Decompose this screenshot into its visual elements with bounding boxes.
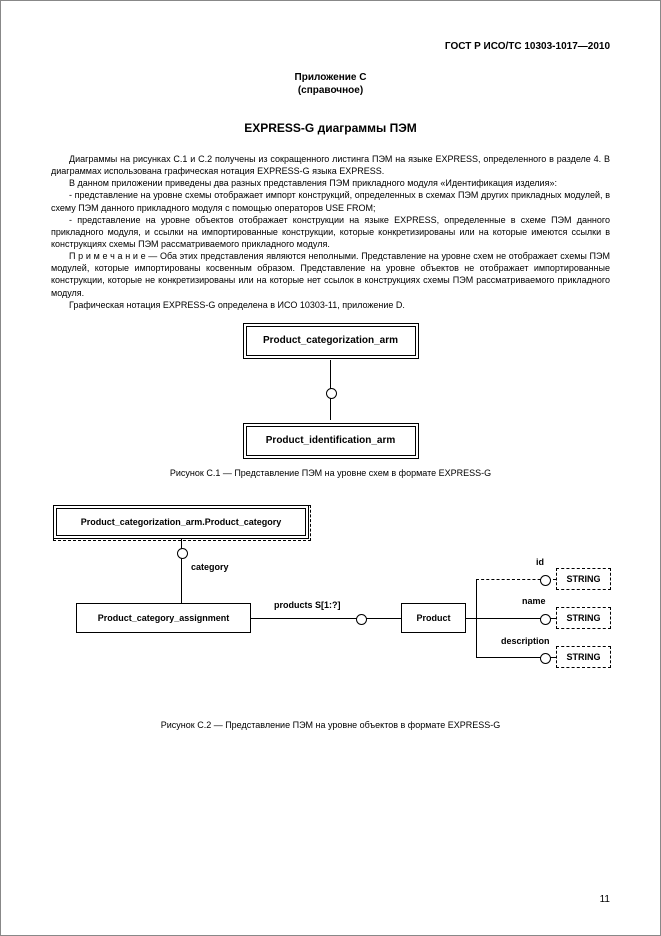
list-item-1: - представление на уровне схемы отобража… (51, 189, 610, 213)
annex-sublabel: (справочное) (51, 85, 610, 96)
body-text: Диаграммы на рисунках С.1 и С.2 получены… (51, 153, 610, 311)
annex-label: Приложение С (51, 72, 610, 83)
connector-circle-icon (540, 653, 551, 664)
document-page: ГОСТ Р ИСО/ТС 10303-1017—2010 Приложение… (0, 0, 661, 936)
figure-c1-caption: Рисунок С.1 — Представление ПЭМ на уровн… (51, 468, 610, 478)
entity-box-product-category-assignment: Product_category_assignment (76, 603, 251, 633)
page-title: EXPRESS-G диаграммы ПЭМ (51, 121, 610, 135)
connector-line (251, 618, 401, 619)
entity-box-product: Product (401, 603, 466, 633)
connector-circle-icon (540, 614, 551, 625)
paragraph-1: Диаграммы на рисунках С.1 и С.2 получены… (51, 153, 610, 177)
connector-circle-icon (326, 388, 337, 399)
connector-circle-icon (356, 614, 367, 625)
connector-circle-icon (177, 548, 188, 559)
schema-box-bottom: Product_identification_arm (246, 426, 416, 456)
edge-label-products: products S[1:?] (274, 600, 341, 610)
page-number: 11 (600, 894, 610, 905)
document-number: ГОСТ Р ИСО/ТС 10303-1017—2010 (51, 41, 610, 52)
edge-label-id: id (536, 557, 544, 567)
paragraph-2: В данном приложении приведены два разных… (51, 177, 610, 189)
connector-circle-icon (540, 575, 551, 586)
list-item-2: - представление на уровне объектов отобр… (51, 214, 610, 250)
edge-label-name: name (522, 596, 546, 606)
note-paragraph: П р и м е ч а н и е — Оба этих представл… (51, 250, 610, 299)
figure-c2-diagram: Product_categorization_arm.Product_categ… (51, 508, 611, 708)
edge-label-category: category (191, 562, 229, 572)
paragraph-3: Графическая нотация EXPRESS-G определена… (51, 299, 610, 311)
figure-c2-caption: Рисунок С.2 — Представление ПЭМ на уровн… (51, 720, 610, 730)
edge-label-description: description (501, 636, 550, 646)
type-box-string-3: STRING (556, 646, 611, 668)
figure-c1-diagram: Product_categorization_arm Product_ident… (221, 326, 441, 456)
type-box-string-2: STRING (556, 607, 611, 629)
entity-box-product-categorization: Product_categorization_arm.Product_categ… (56, 508, 306, 536)
type-box-string-1: STRING (556, 568, 611, 590)
schema-box-top: Product_categorization_arm (246, 326, 416, 356)
